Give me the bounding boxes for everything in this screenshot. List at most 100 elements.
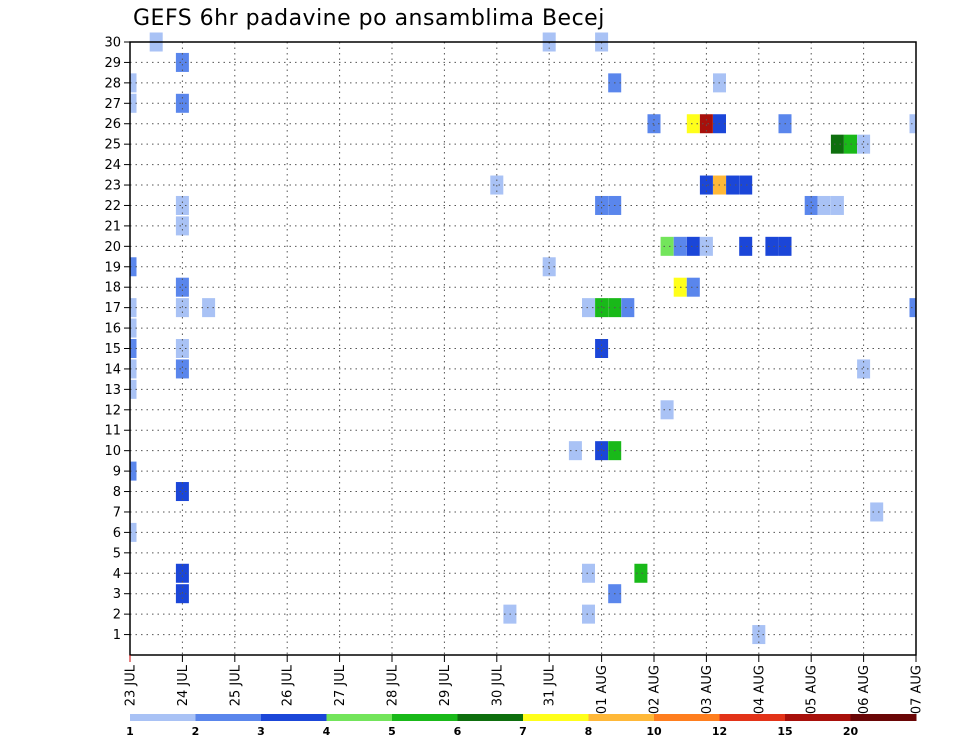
colorbar-label: 1 — [126, 725, 134, 738]
y-tick-label: 12 — [104, 403, 121, 418]
x-tick-label: 29 JUL — [438, 664, 453, 706]
x-tick-label: 23 JUL — [124, 664, 139, 706]
precip-cell — [175, 52, 189, 72]
precip-cell — [660, 400, 674, 420]
colorbar-label: 6 — [454, 725, 462, 738]
precip-cell — [830, 134, 844, 154]
colorbar-swatch — [326, 714, 393, 721]
y-tick-label: 28 — [104, 76, 121, 91]
y-tick-label: 19 — [104, 260, 121, 275]
x-tick-label: 25 JUL — [228, 664, 243, 706]
precip-cell — [175, 563, 189, 583]
precip-cell — [634, 563, 648, 583]
precip-cell — [582, 563, 595, 583]
precip-cell — [870, 502, 884, 522]
y-tick-label: 10 — [104, 444, 121, 459]
precip-cell — [175, 195, 189, 215]
colorbar-swatch — [195, 714, 262, 721]
colorbar-label: 8 — [585, 725, 593, 738]
y-tick-label: 29 — [104, 56, 121, 71]
precip-cell — [699, 114, 713, 134]
y-tick-label: 27 — [104, 97, 121, 112]
colorbar-swatch — [130, 714, 196, 721]
y-tick-label: 8 — [113, 485, 121, 500]
x-tick-label: 28 JUL — [386, 664, 401, 706]
colorbar-label: 2 — [192, 725, 200, 738]
x-tick-label: 06 AUG — [857, 665, 872, 714]
colorbar-legend: 1 2 3 4 5 6 7 8 10 12 15 20 — [126, 714, 917, 738]
y-tick-label: 2 — [113, 608, 121, 623]
precip-cell — [202, 298, 216, 318]
precip-cell — [595, 195, 609, 215]
precip-cell — [830, 195, 844, 215]
y-tick-label: 17 — [104, 301, 121, 316]
precip-cell — [582, 298, 595, 318]
plot-frame — [129, 41, 917, 656]
precip-cell — [175, 584, 189, 604]
precip-cell — [686, 114, 700, 134]
precip-cell — [582, 604, 595, 624]
grid-lines — [130, 41, 916, 655]
precip-cell — [130, 318, 137, 338]
colorbar-swatch — [392, 714, 458, 721]
y-tick-label: 18 — [104, 281, 121, 296]
colorbar-swatch — [523, 714, 589, 721]
x-tick-label: 27 JUL — [333, 664, 348, 706]
precip-cell — [130, 379, 137, 399]
y-tick-label: 6 — [113, 526, 121, 541]
y-tick-label: 20 — [104, 240, 121, 255]
colorbar-swatch — [457, 714, 524, 721]
precip-cell — [130, 339, 137, 358]
precip-cell — [595, 441, 609, 461]
x-tick-label: 07 AUG — [910, 665, 925, 714]
colorbar-swatch — [588, 714, 655, 721]
x-tick-label: 04 AUG — [752, 665, 767, 714]
y-tick-label: 1 — [113, 628, 121, 643]
colorbar-swatch — [719, 714, 786, 721]
precip-cell — [130, 73, 137, 93]
precip-cell — [739, 175, 753, 195]
y-tick-label: 30 — [104, 36, 121, 51]
x-tick-label: 31 JUL — [543, 664, 558, 706]
precip-cell — [857, 359, 871, 379]
heatmap-cells — [130, 32, 916, 645]
y-tick-label: 11 — [104, 424, 121, 439]
y-tick-label: 5 — [113, 546, 121, 561]
precip-cell — [621, 298, 635, 318]
colorbar-label: 3 — [257, 725, 265, 738]
x-tick-label: 03 AUG — [700, 665, 715, 714]
precip-cell — [909, 114, 916, 134]
x-tick-label: 30 JUL — [490, 664, 505, 706]
precip-cell — [175, 216, 189, 236]
precip-cell — [804, 195, 818, 215]
colorbar-swatch — [850, 714, 917, 721]
y-tick-label: 14 — [104, 362, 121, 377]
x-tick-label: 26 JUL — [281, 664, 296, 706]
colorbar-label: 7 — [519, 725, 527, 738]
precip-cell — [130, 522, 137, 542]
precip-cell — [909, 298, 916, 318]
y-tick-label: 15 — [104, 342, 121, 357]
precip-cell — [595, 339, 609, 358]
chart-title: GEFS 6hr padavine po ansamblima Becej — [133, 6, 605, 31]
y-tick-label: 3 — [113, 587, 121, 602]
colorbar-label: 10 — [646, 725, 662, 738]
colorbar-swatch — [261, 714, 327, 721]
precip-cell — [595, 298, 609, 318]
precip-cell — [130, 359, 137, 379]
y-tick-label: 7 — [113, 505, 121, 520]
precip-cell — [857, 134, 871, 154]
precip-cell — [726, 175, 740, 195]
colorbar-label: 5 — [388, 725, 396, 738]
precip-cell — [660, 236, 674, 256]
y-tick-label: 21 — [104, 219, 121, 234]
precip-cell — [739, 236, 753, 256]
x-tick-label: 01 AUG — [595, 665, 610, 714]
precip-cell — [175, 298, 189, 318]
precip-cell — [175, 482, 189, 502]
x-axis: 23 JUL 24 JUL 25 JUL 26 JUL 27 JUL 28 JUL 29 J… — [124, 655, 925, 714]
precip-cell — [130, 298, 137, 318]
precip-cell — [130, 257, 137, 277]
precip-cell — [765, 236, 779, 256]
